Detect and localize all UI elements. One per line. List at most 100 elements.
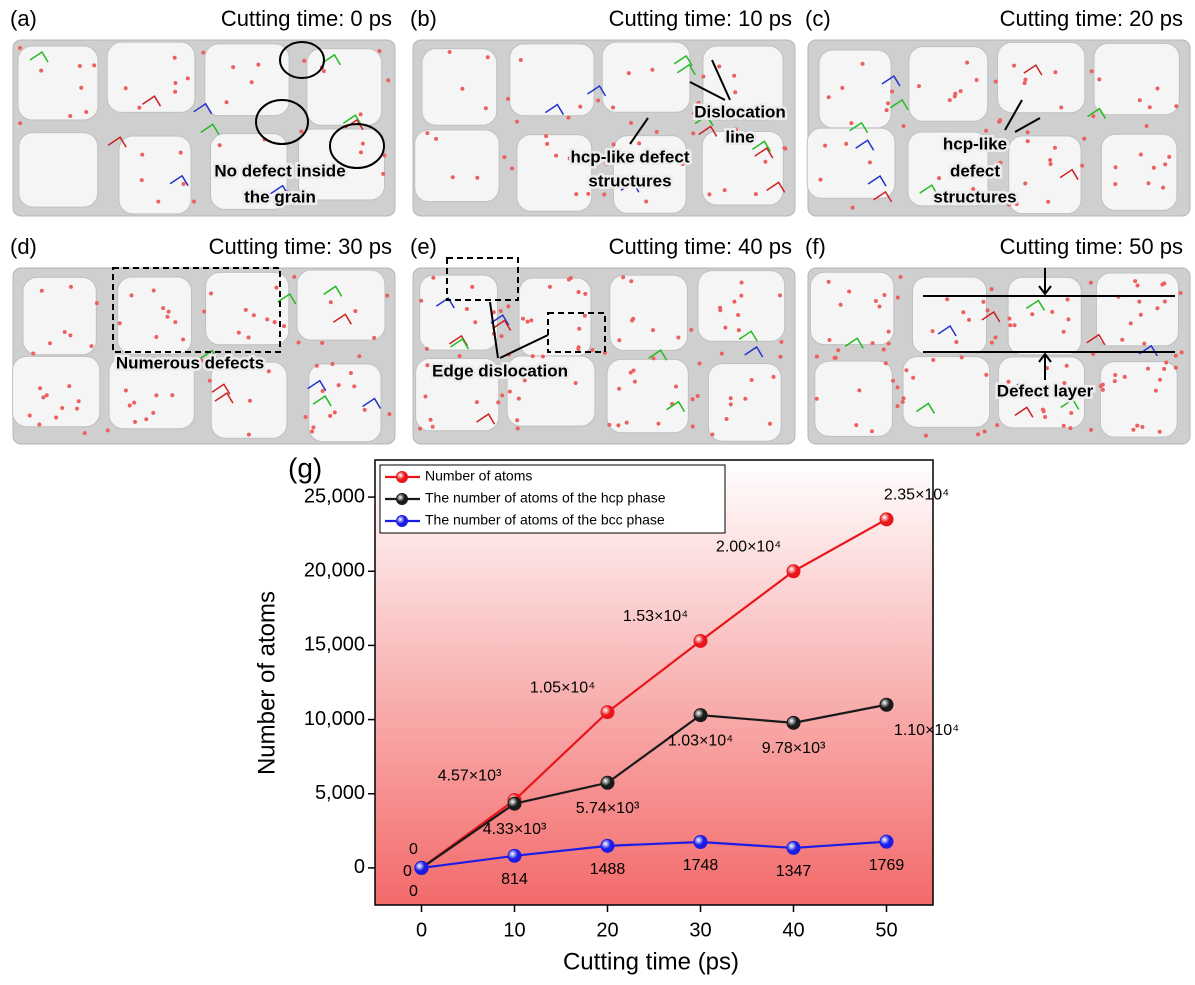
grain	[911, 276, 988, 355]
atom-dot	[1059, 105, 1064, 110]
atom-dot	[498, 308, 503, 313]
legend-label: Number of atoms	[425, 468, 532, 484]
pointer	[489, 301, 499, 359]
grain	[902, 356, 991, 428]
atom-dot	[981, 173, 986, 178]
dislocation-segment	[867, 174, 887, 187]
atom-dot	[1147, 105, 1152, 110]
atom-dot	[566, 277, 571, 282]
atom-dot	[993, 194, 998, 199]
atom-dot	[923, 433, 928, 438]
atom-dot	[616, 423, 621, 428]
atom-dot	[728, 396, 733, 401]
data-point	[507, 848, 522, 863]
dislocation-segment	[169, 174, 189, 187]
atom-dot	[302, 58, 307, 63]
atom-dot	[428, 417, 433, 422]
annotation: defect	[950, 161, 1000, 180]
data-point	[600, 705, 615, 720]
dislocation-segment	[1006, 383, 1026, 395]
annotation: line	[725, 127, 754, 146]
data-point	[879, 697, 894, 712]
dislocation-segment	[1014, 406, 1034, 418]
atom-dot	[733, 90, 738, 95]
dislocation-segment	[1059, 168, 1079, 181]
simulation-panel: (b) Cutting time: 10 ps Dislocation line hcp…	[410, 6, 796, 217]
panel-image	[412, 39, 796, 217]
value-label: 4.57×10³	[438, 767, 502, 784]
dislocation-segment	[744, 345, 764, 358]
grain	[707, 363, 782, 442]
atom-dot	[1155, 306, 1160, 311]
atom-dot	[836, 348, 841, 353]
atom-dot	[850, 205, 855, 210]
atom-dot	[782, 146, 787, 151]
atom-dot	[154, 393, 159, 398]
atom-dot	[1162, 366, 1167, 371]
atom-dot	[1122, 374, 1127, 379]
atom-dot	[1023, 77, 1028, 82]
atom-dot	[873, 298, 878, 303]
atom-dot	[296, 340, 301, 345]
atom-dot	[330, 361, 335, 366]
atom-dot	[930, 329, 935, 334]
atom-dot	[718, 308, 723, 313]
grain	[17, 45, 99, 121]
atom-dot	[877, 304, 882, 309]
value-label: 0	[409, 883, 418, 900]
atom-dot	[728, 402, 733, 407]
atom-dot	[884, 108, 889, 113]
simulation-panel: (a) Cutting time: 0 ps No defect inside the…	[10, 6, 396, 217]
atom-dot	[173, 81, 178, 86]
y-tick-label: 15,000	[304, 634, 365, 656]
atom-dot	[576, 345, 581, 350]
atom-dot	[18, 121, 23, 126]
atom-dot	[814, 354, 819, 359]
atom-dot	[596, 98, 601, 103]
atom-dot	[1030, 312, 1035, 317]
grain	[697, 270, 786, 342]
atom-dot	[574, 192, 579, 197]
grain	[601, 41, 691, 113]
atom-dot	[974, 78, 979, 83]
atom-dot	[690, 397, 695, 402]
atom-dot	[901, 123, 906, 128]
atom-dot	[547, 284, 552, 289]
atom-dot	[381, 171, 386, 176]
atom-dot	[357, 354, 362, 359]
value-label: 814	[501, 871, 528, 888]
atom-dot	[1138, 312, 1143, 317]
atom-dot	[199, 358, 204, 363]
atom-dot	[582, 313, 587, 318]
atom-dot	[993, 335, 998, 340]
atom-dot	[447, 49, 452, 54]
x-tick-label: 10	[503, 919, 525, 941]
atom-dot	[626, 151, 631, 156]
dislocation-segment	[29, 50, 49, 63]
arrow	[1038, 352, 1052, 380]
atom-dot	[1048, 157, 1053, 162]
atom-dot	[1023, 181, 1028, 186]
grain	[1093, 42, 1180, 116]
atom-dot	[1167, 154, 1172, 159]
atom-dot	[739, 280, 744, 285]
atom-dot	[544, 134, 549, 139]
pointer	[1004, 99, 1023, 131]
chart-label: (g)	[288, 452, 322, 483]
atom-dot	[529, 318, 534, 323]
atom-dot	[68, 333, 73, 338]
atom-dot	[320, 388, 325, 393]
atom-dot	[707, 192, 712, 197]
atom-dot	[132, 400, 137, 405]
dislocation-segment	[587, 84, 607, 97]
atom-dot	[901, 396, 906, 401]
atom-dot	[701, 74, 706, 79]
atom-dot	[607, 422, 612, 427]
atom-dot	[223, 166, 228, 171]
atom-dot	[314, 363, 319, 368]
dislocation-segment	[937, 324, 957, 337]
panel-title: Cutting time: 30 ps	[209, 234, 392, 259]
atom-dot	[1178, 291, 1183, 296]
atom-dot	[631, 368, 636, 373]
atom-dot	[755, 110, 760, 115]
